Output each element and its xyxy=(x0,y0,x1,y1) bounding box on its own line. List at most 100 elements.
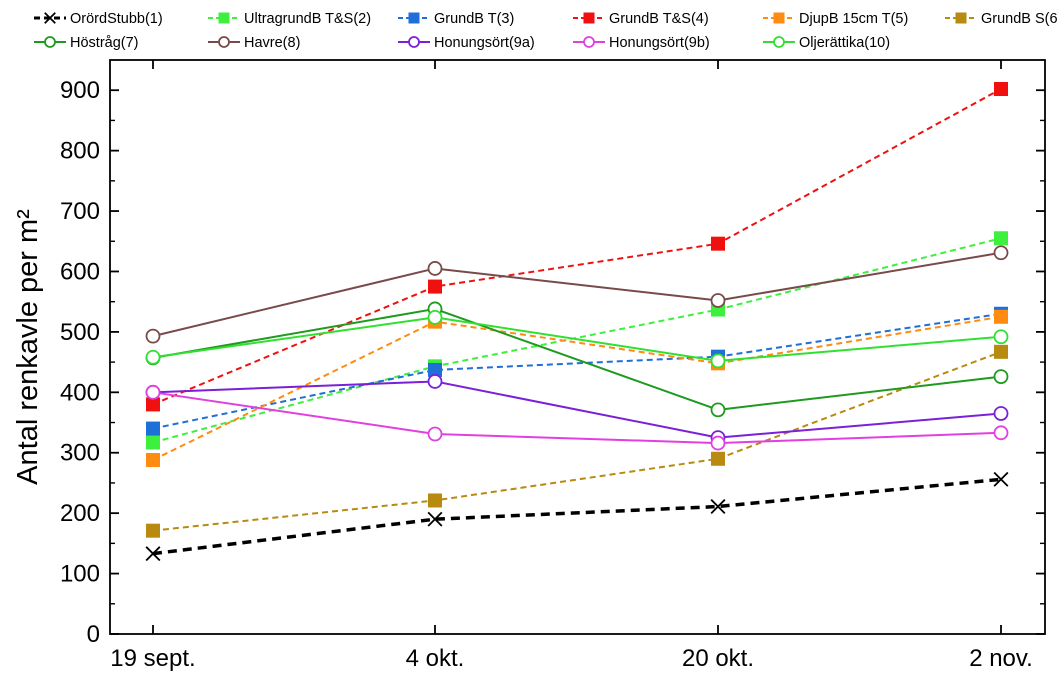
y-tick-label: 600 xyxy=(60,258,100,285)
series-line xyxy=(152,251,1002,338)
series-markers-or-rdstubb-1 xyxy=(145,471,1009,562)
legend-swatch-marker xyxy=(773,36,785,48)
data-point-stroke xyxy=(710,499,726,514)
series-line xyxy=(152,316,1002,362)
data-point xyxy=(993,425,1009,441)
series-layer xyxy=(145,82,1009,562)
legend-swatch-marker xyxy=(44,36,56,48)
legend-item-havre-8: Havre(8) xyxy=(208,35,300,51)
series-line xyxy=(152,315,1002,461)
data-point xyxy=(427,374,443,389)
y-tick-label: 300 xyxy=(60,440,100,467)
legend-swatch-marker xyxy=(44,12,56,24)
legend-label: UltragrundB T&S(2) xyxy=(244,11,371,27)
x-tick-label: 19 sept. xyxy=(110,645,195,672)
series-line xyxy=(152,88,1002,406)
legend-label: Honungsört(9b) xyxy=(609,35,710,51)
series-line xyxy=(152,350,1002,532)
legend-item-oljer-ttika-10: Oljerättika(10) xyxy=(763,35,890,51)
data-point xyxy=(994,344,1008,359)
legend-item-h-str-g-7: Höstråg(7) xyxy=(34,35,139,51)
legend-label: OrördStubb(1) xyxy=(70,11,163,27)
data-point xyxy=(146,421,160,436)
legend: OrördStubb(1) UltragrundB T&S(2) GrundB T(… xyxy=(34,11,1058,51)
legend-label: GrundB T&S(4) xyxy=(609,11,709,27)
data-point xyxy=(145,384,161,400)
data-point xyxy=(993,369,1009,385)
legend-item-honungs-rt-9b: Honungsört(9b) xyxy=(573,35,710,51)
series-honungs-rt-9b xyxy=(152,391,1002,445)
data-point xyxy=(711,451,725,466)
data-point xyxy=(146,435,160,450)
x-tick-label: 4 okt. xyxy=(406,645,465,672)
y-tick-label: 700 xyxy=(60,198,100,225)
data-point xyxy=(428,493,442,508)
legend-swatch-marker xyxy=(408,12,420,24)
series-markers-grundb-t-s-4 xyxy=(146,82,1008,412)
x-tick-label: 20 okt. xyxy=(682,645,754,672)
legend-label: Honungsört(9a) xyxy=(434,35,535,51)
y-tick-label: 100 xyxy=(60,561,100,588)
data-point xyxy=(427,426,443,442)
series-markers-oljer-ttika-10 xyxy=(145,309,1009,369)
series-havre-8 xyxy=(152,251,1002,338)
legend-swatch-marker xyxy=(583,36,595,48)
data-point xyxy=(427,261,443,276)
legend-item-grundb-t-s-4: GrundB T&S(4) xyxy=(573,11,709,27)
data-point-stroke xyxy=(145,546,161,562)
legend-swatch-marker xyxy=(218,12,230,24)
data-point xyxy=(710,402,726,418)
legend-swatch-marker xyxy=(583,12,595,24)
legend-item-ultragrundb-t-s-2: UltragrundB T&S(2) xyxy=(208,11,371,27)
data-point xyxy=(994,309,1008,324)
legend-item-djupb-15cm-t-5: DjupB 15cm T(5) xyxy=(763,11,908,27)
series-markers-havre-8 xyxy=(145,245,1009,344)
series-line xyxy=(152,312,1002,430)
legend-item-honungs-rt-9a: Honungsört(9a) xyxy=(398,35,535,51)
legend-swatch-marker xyxy=(773,12,785,24)
series-h-str-g-7 xyxy=(152,307,1002,411)
data-point xyxy=(145,546,161,562)
legend-swatch-marker-stroke xyxy=(44,12,56,24)
x-tick-label: 2 nov. xyxy=(969,645,1033,672)
y-axis-title: Antal renkavle per m² xyxy=(12,209,44,485)
data-point xyxy=(427,511,443,527)
y-tick-label: 0 xyxy=(87,621,100,648)
legend-swatch-marker xyxy=(955,12,967,24)
series-line xyxy=(152,477,1002,556)
series-grundb-t-3 xyxy=(152,312,1002,430)
plot-frame xyxy=(109,59,1046,635)
legend-swatch-marker xyxy=(218,36,230,48)
series-or-rdstubb-1 xyxy=(152,477,1002,556)
legend-item-grundb-s-6: GrundB S(6) xyxy=(945,11,1058,27)
series-grundb-t-s-4 xyxy=(152,88,1002,406)
series-grundb-s-6 xyxy=(152,350,1002,532)
data-point xyxy=(145,349,161,365)
legend-label: Oljerättika(10) xyxy=(799,35,890,51)
y-tick-label: 500 xyxy=(60,319,100,346)
data-point xyxy=(993,329,1009,345)
legend-item-or-rdstubb-1: OrördStubb(1) xyxy=(34,11,163,27)
data-point-stroke xyxy=(993,471,1009,487)
series-line xyxy=(152,307,1002,411)
data-point xyxy=(146,452,160,467)
series-markers-grundb-s-6 xyxy=(146,344,1008,538)
series-honungs-rt-9a xyxy=(152,380,1002,439)
series-line xyxy=(152,380,1002,439)
data-point xyxy=(711,236,725,251)
data-point-stroke xyxy=(427,511,443,527)
axis-layer: 0 100 200 300 400 500 600 700 800 900 19 sept. 4 ok… xyxy=(60,60,1045,672)
y-tick-label: 400 xyxy=(60,379,100,406)
data-point xyxy=(710,293,726,308)
legend-swatch-marker xyxy=(408,36,420,48)
data-point xyxy=(994,82,1008,97)
data-point xyxy=(146,523,160,538)
series-line xyxy=(152,391,1002,445)
data-point xyxy=(428,279,442,294)
data-point xyxy=(993,406,1009,421)
data-point xyxy=(994,231,1008,246)
data-point xyxy=(710,499,726,514)
series-markers-grundb-t-3 xyxy=(146,306,1008,436)
data-point xyxy=(146,397,160,412)
data-point xyxy=(993,471,1009,487)
